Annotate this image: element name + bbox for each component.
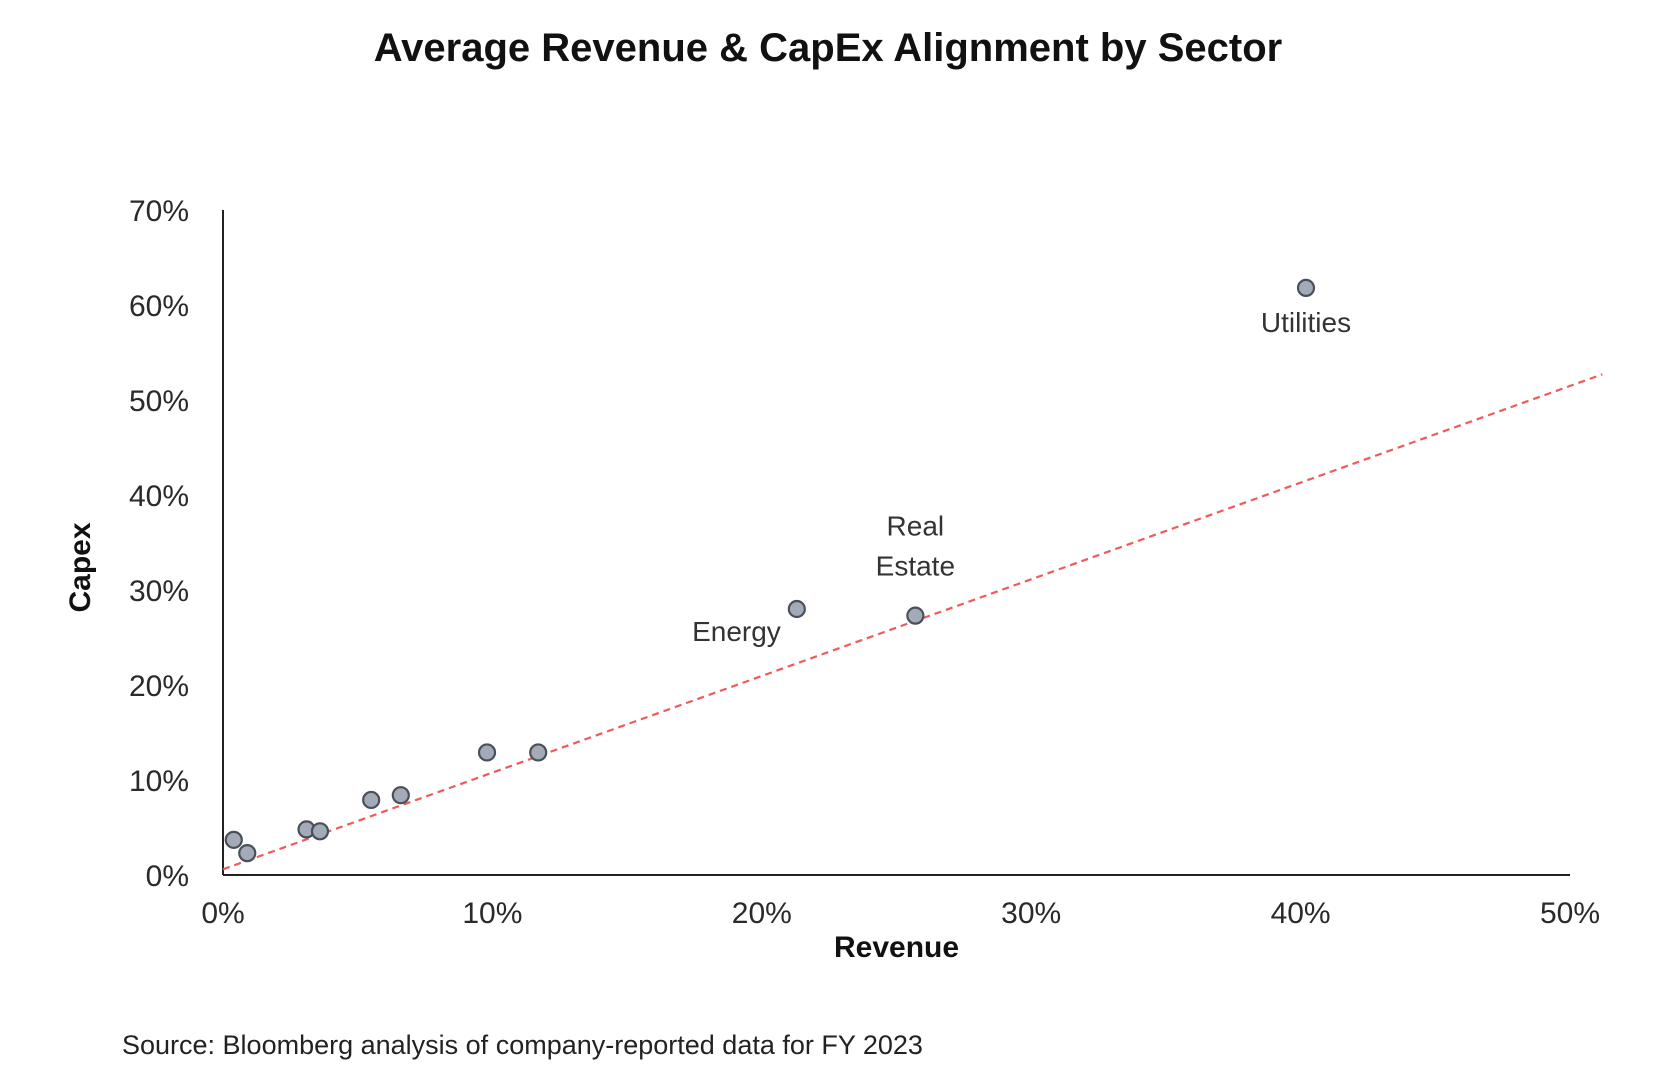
- data-point: [477, 743, 497, 762]
- data-point: [529, 743, 548, 762]
- source-note: Source: Bloomberg analysis of company-re…: [122, 1030, 923, 1060]
- x-axis-title: Revenue: [834, 931, 959, 964]
- y-tick-label: 60%: [129, 290, 189, 323]
- y-tick-label: 30%: [129, 575, 189, 608]
- x-tick-label: 40%: [1271, 897, 1331, 930]
- data-point: [906, 606, 925, 625]
- y-axis-title: Capex: [64, 522, 97, 612]
- x-tick-label: 10%: [462, 897, 522, 930]
- data-point: [1296, 278, 1316, 297]
- point-label: Real Estate: [876, 511, 955, 582]
- y-tick-label: 50%: [129, 385, 189, 418]
- data-point: [310, 822, 330, 841]
- data-point: [224, 830, 243, 849]
- y-tick-label: 20%: [129, 670, 189, 703]
- y-tick-label: 0%: [146, 860, 189, 893]
- data-point: [787, 599, 806, 619]
- x-tick-label: 30%: [1001, 897, 1061, 930]
- chart-title: Average Revenue & CapEx Alignment by Sec…: [373, 26, 1283, 70]
- data-point: [391, 786, 410, 805]
- y-tick-label: 10%: [129, 765, 189, 798]
- x-tick-label: 50%: [1540, 897, 1600, 930]
- data-point: [362, 790, 381, 810]
- x-tick-label: 20%: [732, 897, 792, 930]
- data-point: [238, 844, 257, 863]
- x-tick-label: 0%: [201, 897, 244, 930]
- y-tick-label: 70%: [129, 195, 189, 228]
- point-label: Energy: [692, 616, 781, 647]
- y-tick-label: 40%: [129, 480, 189, 513]
- point-label: Utilities: [1261, 307, 1351, 338]
